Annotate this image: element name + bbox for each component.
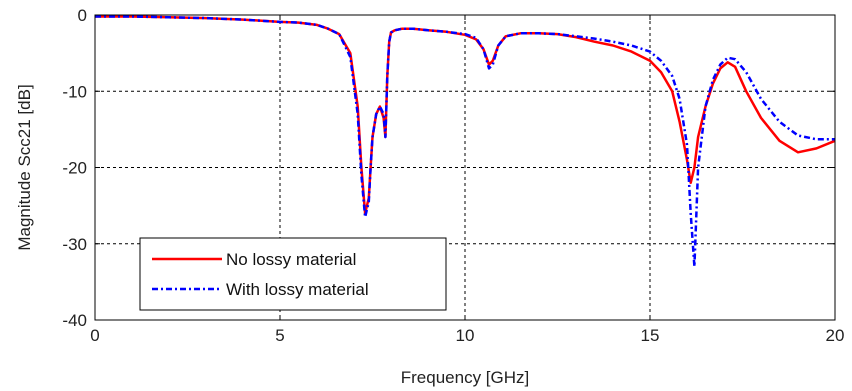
y-tick-label: -20 <box>62 159 87 178</box>
y-tick-label: -10 <box>62 82 87 101</box>
y-axis-label: Magnitude Scc21 [dB] <box>15 84 34 250</box>
plot-area <box>95 15 836 268</box>
x-tick-label: 20 <box>826 326 845 345</box>
y-tick-label: -40 <box>62 311 87 330</box>
legend-label-no-lossy: No lossy material <box>226 250 356 269</box>
tick-labels: 0 5 10 15 20 0 -10 -20 -30 -40 <box>62 6 844 345</box>
x-tick-label: 15 <box>641 326 660 345</box>
axis-ticks <box>94 14 836 321</box>
legend-box <box>139 237 447 311</box>
series-line-1 <box>95 15 835 268</box>
x-axis-label: Frequency [GHz] <box>401 368 530 387</box>
x-tick-label: 0 <box>90 326 99 345</box>
y-tick-label: 0 <box>78 6 87 25</box>
legend-label-with-lossy: With lossy material <box>226 280 369 299</box>
y-tick-label: -30 <box>62 235 87 254</box>
legend: No lossy material With lossy material <box>139 237 447 311</box>
x-tick-label: 10 <box>456 326 475 345</box>
x-tick-label: 5 <box>275 326 284 345</box>
